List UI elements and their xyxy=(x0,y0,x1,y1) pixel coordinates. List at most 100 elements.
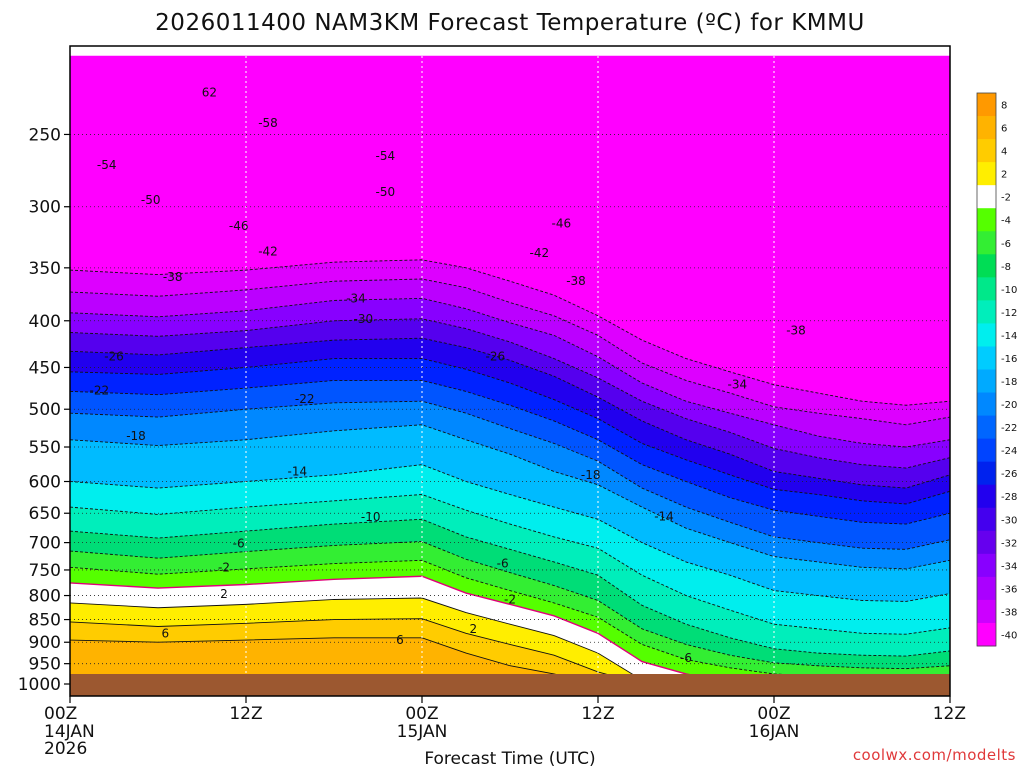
contour-line xyxy=(70,318,950,469)
y-tick-label: 750 xyxy=(29,561,61,581)
contour-line xyxy=(70,597,634,674)
y-tick-label: 850 xyxy=(29,611,61,631)
contour-label: -34 xyxy=(346,291,366,305)
colorbar-label: 8 xyxy=(1001,101,1007,112)
x-tick-label: 12Z xyxy=(933,704,966,724)
y-axis: 2503003504004505005506006507007508008509… xyxy=(18,125,70,695)
contour-label: 2 xyxy=(470,622,478,636)
contour-label: -2 xyxy=(504,592,516,606)
colorbar-label: -32 xyxy=(1001,538,1017,549)
contour-label: -30 xyxy=(354,312,374,326)
contour-label: -54 xyxy=(376,149,396,163)
colorbar-swatch xyxy=(977,461,996,486)
contour-label: 2 xyxy=(220,587,228,601)
colorbar-label: -4 xyxy=(1001,216,1011,227)
colorbar-label: -8 xyxy=(1001,262,1011,273)
contour-label: 6 xyxy=(396,633,404,647)
colorbar-swatch xyxy=(977,484,996,509)
colorbar-label: -40 xyxy=(1001,630,1017,641)
contour-label: -38 xyxy=(566,274,586,288)
contour-line xyxy=(70,278,950,426)
colorbar-label: -38 xyxy=(1001,607,1017,618)
contour-line xyxy=(70,494,950,635)
y-tick-label: 300 xyxy=(29,198,61,218)
x-axis-label: Forecast Time (UTC) xyxy=(424,749,595,768)
colorbar-swatch xyxy=(977,576,996,601)
colorbar-swatch xyxy=(977,599,996,624)
contour-label: -6 xyxy=(680,651,692,665)
grid xyxy=(70,46,950,676)
contour-label: -46 xyxy=(229,219,249,233)
y-tick-label: 800 xyxy=(29,587,61,607)
contour-label: -42 xyxy=(530,246,550,260)
x-date-label: 14JAN xyxy=(44,722,95,742)
colorbar-label: -22 xyxy=(1001,423,1017,434)
colorbar-label: -14 xyxy=(1001,331,1017,342)
contour-label: -22 xyxy=(295,392,315,406)
contour-label: 6 xyxy=(162,626,170,640)
contour-label: -58 xyxy=(258,116,278,130)
colorbar-swatch xyxy=(977,346,996,370)
colorbar-swatch xyxy=(977,231,996,255)
colorbar-label: -12 xyxy=(1001,308,1017,319)
y-tick-label: 450 xyxy=(29,358,61,378)
contour-label: -14 xyxy=(654,509,674,523)
colorbar-frame xyxy=(976,92,997,647)
colorbar-swatch xyxy=(977,323,996,347)
colorbar-label: 4 xyxy=(1001,147,1007,158)
contour-line xyxy=(70,424,950,570)
credit-link[interactable]: coolwx.com/modelts xyxy=(853,746,1016,764)
colorbar-label: -6 xyxy=(1001,239,1011,250)
contour-line xyxy=(70,541,950,670)
plot-frame xyxy=(69,45,951,697)
colorbar-label: -16 xyxy=(1001,354,1017,365)
y-tick-label: 650 xyxy=(29,504,61,524)
contour-line xyxy=(70,259,950,406)
colorbar-swatch xyxy=(977,254,996,278)
contour-label: -38 xyxy=(786,324,806,338)
colorbar-swatch xyxy=(977,139,996,163)
contour-label: -14 xyxy=(288,464,308,478)
colorbar-swatch xyxy=(977,530,996,555)
colorbar-label: -2 xyxy=(1001,193,1011,204)
contour-label: -50 xyxy=(376,185,396,199)
y-tick-label: 900 xyxy=(29,633,61,653)
colorbar-label: -20 xyxy=(1001,400,1017,411)
colorbar: 8 6 4 2 -2 -4 -6 -8 -10 -12 -14 -16 -18 -20 -22 -24 -26 -… xyxy=(976,92,1017,647)
colorbar-swatch xyxy=(977,93,996,117)
y-tick-label: 700 xyxy=(29,534,61,554)
x-tick-label: 12Z xyxy=(229,704,262,724)
colorbar-label: -24 xyxy=(1001,446,1017,457)
contour-label: 62 xyxy=(202,86,217,100)
contour-label: -34 xyxy=(728,378,748,392)
colorbar-label: -28 xyxy=(1001,492,1017,503)
x-tick-label: 00Z xyxy=(405,704,438,724)
colorbar-swatch xyxy=(977,415,996,440)
contour-label: -10 xyxy=(361,510,381,524)
chart-title: 2026011400 NAM3KM Forecast Temperature (… xyxy=(155,10,865,36)
y-tick-label: 550 xyxy=(29,438,61,458)
contour-line xyxy=(70,637,557,674)
y-tick-label: 950 xyxy=(29,655,61,675)
contour-label: -26 xyxy=(104,350,124,364)
y-tick-label: 500 xyxy=(29,400,61,420)
colorbar-label: -10 xyxy=(1001,285,1017,296)
contour-label: -18 xyxy=(581,468,601,482)
y-tick-label: 600 xyxy=(29,473,61,493)
colorbar-swatch xyxy=(977,507,996,532)
contour-line xyxy=(70,400,950,550)
x-tick-label: 12Z xyxy=(581,704,614,724)
x-date-label: 15JAN xyxy=(397,722,448,742)
colorbar-label: -26 xyxy=(1001,469,1017,480)
contour-label: -50 xyxy=(141,193,161,207)
contour-labels: 62-58-54-54-50-50-46 -46-42 -42-38 -38-38-3… xyxy=(90,86,806,665)
contour-line xyxy=(70,297,950,448)
x-tick-label: 00Z xyxy=(757,704,790,724)
colorbar-swatch xyxy=(977,185,996,209)
colorbar-swatch xyxy=(977,392,996,417)
contour-line xyxy=(70,518,950,657)
contour-label: -6 xyxy=(233,537,245,551)
contour-line xyxy=(70,575,691,674)
contour-label: -54 xyxy=(97,158,117,172)
colorbar-swatch xyxy=(977,162,996,186)
